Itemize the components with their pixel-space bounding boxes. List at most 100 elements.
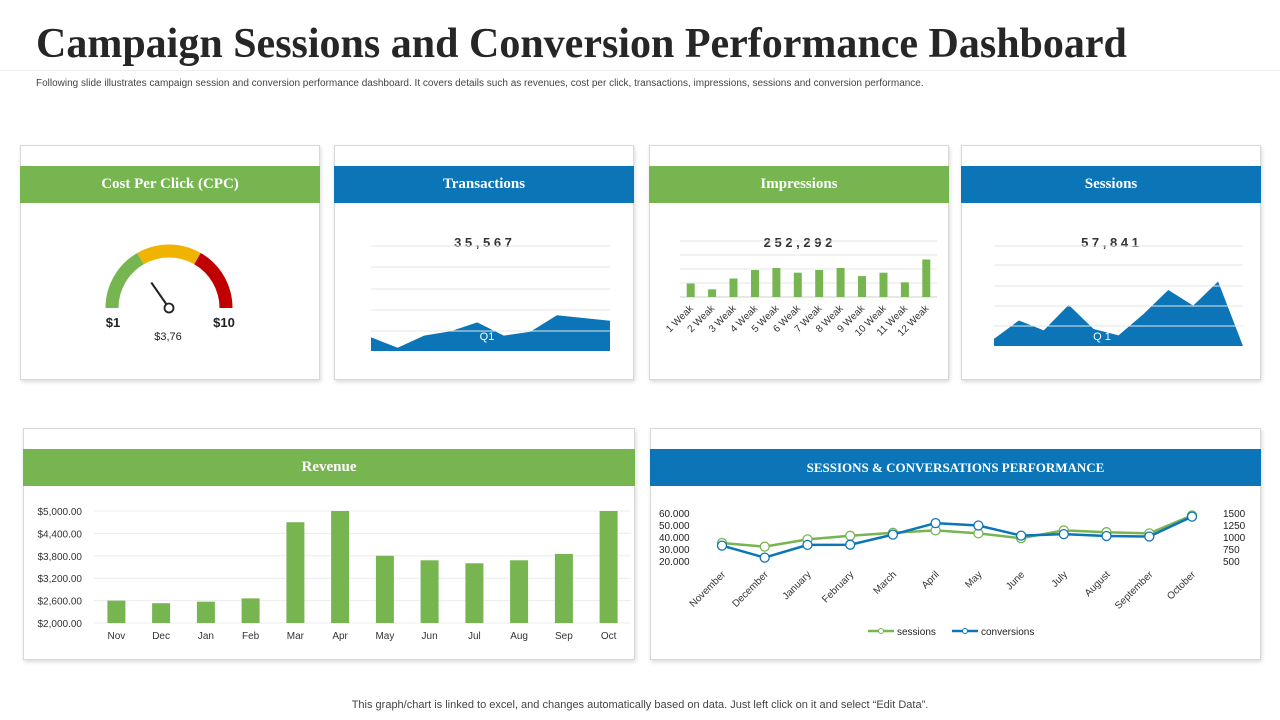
gauge-hub xyxy=(163,302,175,314)
performance-x-tick: November xyxy=(688,569,729,610)
revenue-bar xyxy=(241,598,260,623)
revenue-bar xyxy=(554,553,573,623)
transactions-header: Transactions xyxy=(334,166,634,203)
gauge-min-label: $1 xyxy=(106,315,120,330)
impressions-bar xyxy=(836,268,845,297)
impressions-header: Impressions xyxy=(649,166,949,203)
gauge-low-segment xyxy=(105,252,144,309)
revenue-x-tick: Oct xyxy=(601,631,617,642)
impressions-card: Impressions 2 5 2 , 2 9 2 1 Weak 2 Weak 3 … xyxy=(649,145,949,380)
revenue-x-tick: Aug xyxy=(510,631,528,642)
performance-left-y-tick: 40.000 xyxy=(659,533,690,544)
cpc-header: Cost Per Click (CPC) xyxy=(20,166,320,203)
gauge-max-label: $10 xyxy=(213,315,235,330)
transactions-total: 3 5 , 5 6 7 xyxy=(454,235,512,250)
conversions-point xyxy=(1015,530,1027,541)
revenue-card: Revenue $5,000.00 $4,400.00 $3,800.00 $3,20… xyxy=(23,428,635,660)
title-divider xyxy=(0,70,1280,71)
conversions-point xyxy=(973,520,984,531)
footer-note: This graph/chart is linked to excel, and… xyxy=(351,699,929,711)
sessions-total: 5 7 , 8 4 1 xyxy=(1081,235,1139,250)
sessions-area xyxy=(994,281,1243,346)
legend-label-sessions: sessions xyxy=(897,627,936,638)
performance-card: SESSIONS & CONVERSATIONS PERFORMANCE 60.… xyxy=(650,428,1261,660)
revenue-bar xyxy=(286,522,305,623)
revenue-y-tick: $2,600.00 xyxy=(38,597,83,608)
revenue-x-tick: Feb xyxy=(242,631,260,642)
impressions-bar xyxy=(729,278,738,297)
performance-right-y-tick: 1000 xyxy=(1223,533,1246,544)
performance-x-tick: April xyxy=(920,569,942,591)
conversions-point xyxy=(1101,530,1112,542)
performance-x-tick: January xyxy=(781,569,814,602)
impressions-bar xyxy=(879,272,888,297)
revenue-x-tick: Jul xyxy=(468,631,481,642)
impressions-bar xyxy=(815,270,824,297)
impressions-bar xyxy=(686,283,695,297)
conversions-point xyxy=(1186,511,1198,522)
performance-left-y-tick: 20.000 xyxy=(659,557,690,568)
revenue-x-tick: May xyxy=(375,631,394,642)
revenue-chart: $5,000.00 $4,400.00 $3,800.00 $3,200.00 $2,6… xyxy=(38,507,631,642)
cpc-card: Cost Per Click (CPC) $1 $10 $3,76 xyxy=(20,145,320,380)
revenue-bar xyxy=(420,560,439,623)
conversions-point xyxy=(759,552,770,563)
revenue-bar xyxy=(375,555,394,623)
conversions-point xyxy=(802,539,813,551)
sessions-area-label: Q 1 xyxy=(1093,331,1111,343)
performance-right-y-tick: 1500 xyxy=(1223,509,1246,520)
conversions-point xyxy=(845,539,856,550)
performance-x-tick: December xyxy=(730,569,771,610)
conversions-point xyxy=(887,529,899,540)
performance-left-y-tick: 50.000 xyxy=(659,521,690,532)
revenue-y-tick: $2,000.00 xyxy=(38,619,83,630)
impressions-bar xyxy=(751,270,759,297)
performance-x-tick: August xyxy=(1083,569,1113,599)
sessions-header: Sessions xyxy=(961,166,1261,203)
transactions-chart: 3 5 , 5 6 7 Q1 xyxy=(370,235,611,351)
gauge-mid-segment xyxy=(137,244,201,265)
impressions-bar xyxy=(900,282,909,297)
revenue-bar xyxy=(331,511,350,623)
transactions-card: Transactions 3 5 , 5 6 7 Q1 xyxy=(334,145,634,380)
revenue-x-tick: Apr xyxy=(332,631,348,642)
series-line-sessions xyxy=(721,514,1193,548)
page-title: Campaign Sessions and Conversion Perform… xyxy=(36,21,1127,67)
performance-header: SESSIONS & CONVERSATIONS PERFORMANCE xyxy=(650,449,1261,486)
legend-marker-conversions xyxy=(962,628,968,634)
sessions-point xyxy=(759,541,770,552)
revenue-x-tick: Dec xyxy=(152,631,170,642)
performance-right-y-tick: 500 xyxy=(1223,557,1240,568)
revenue-bar xyxy=(196,601,215,623)
sessions-point xyxy=(845,530,856,541)
performance-x-tick: February xyxy=(820,569,856,605)
revenue-x-tick: Jan xyxy=(198,631,214,642)
revenue-bar xyxy=(510,560,529,623)
conversions-point xyxy=(716,540,728,551)
performance-x-tick: June xyxy=(1004,569,1027,592)
revenue-y-tick: $4,400.00 xyxy=(38,529,83,540)
revenue-y-tick: $3,800.00 xyxy=(38,552,83,563)
performance-x-tick: March xyxy=(872,569,899,596)
series-line-conversions xyxy=(721,515,1193,559)
impressions-bar xyxy=(858,276,866,297)
revenue-x-tick: Nov xyxy=(108,631,126,642)
performance-left-y-tick: 30.000 xyxy=(659,545,690,556)
impressions-bar xyxy=(922,259,931,297)
impressions-total: 2 5 2 , 2 9 2 xyxy=(764,235,833,250)
sessions-chart: 5 7 , 8 4 1 Q 1 xyxy=(993,235,1244,347)
transactions-area-label: Q1 xyxy=(480,331,495,343)
revenue-x-tick: Jun xyxy=(422,631,438,642)
impressions-bar xyxy=(793,272,802,297)
performance-x-tick: September xyxy=(1113,569,1156,612)
performance-right-y-tick: 750 xyxy=(1223,545,1240,556)
performance-left-y-tick: 60.000 xyxy=(659,509,690,520)
performance-x-tick: July xyxy=(1050,569,1070,589)
impressions-bar xyxy=(772,268,781,297)
gauge-value-label: $3,76 xyxy=(154,331,182,343)
revenue-x-tick: Sep xyxy=(555,631,573,642)
revenue-bar xyxy=(599,511,618,623)
performance-x-tick: October xyxy=(1165,569,1198,602)
